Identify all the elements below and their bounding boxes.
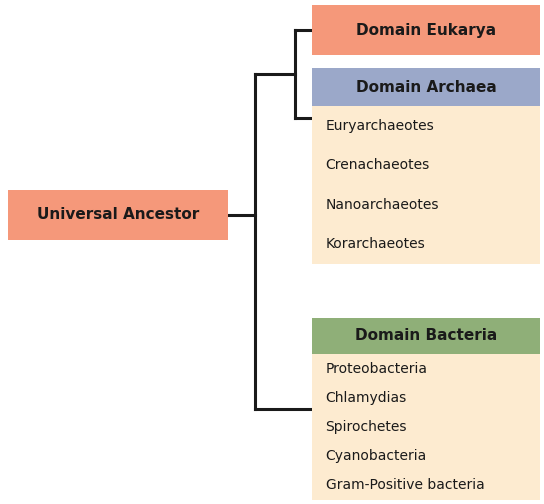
Text: Domain Archaea: Domain Archaea — [356, 80, 496, 95]
FancyBboxPatch shape — [312, 68, 540, 106]
Text: Domain Eukarya: Domain Eukarya — [356, 23, 496, 37]
Text: Domain Bacteria: Domain Bacteria — [355, 329, 497, 344]
Text: Nanoarchaeotes: Nanoarchaeotes — [326, 198, 439, 212]
Text: Korarchaeotes: Korarchaeotes — [326, 237, 425, 251]
FancyBboxPatch shape — [312, 106, 540, 264]
Text: Gram-Positive bacteria: Gram-Positive bacteria — [326, 478, 484, 492]
Text: Crenachaeotes: Crenachaeotes — [326, 158, 430, 172]
Text: Proteobacteria: Proteobacteria — [326, 361, 428, 375]
Text: Chlamydias: Chlamydias — [326, 391, 407, 405]
FancyBboxPatch shape — [312, 354, 540, 500]
FancyBboxPatch shape — [312, 318, 540, 354]
FancyBboxPatch shape — [312, 5, 540, 55]
Text: Spirochetes: Spirochetes — [326, 420, 407, 434]
Text: Cyanobacteria: Cyanobacteria — [326, 449, 427, 463]
Text: Euryarchaeotes: Euryarchaeotes — [326, 119, 434, 133]
FancyBboxPatch shape — [8, 190, 228, 240]
Text: Universal Ancestor: Universal Ancestor — [37, 208, 199, 222]
